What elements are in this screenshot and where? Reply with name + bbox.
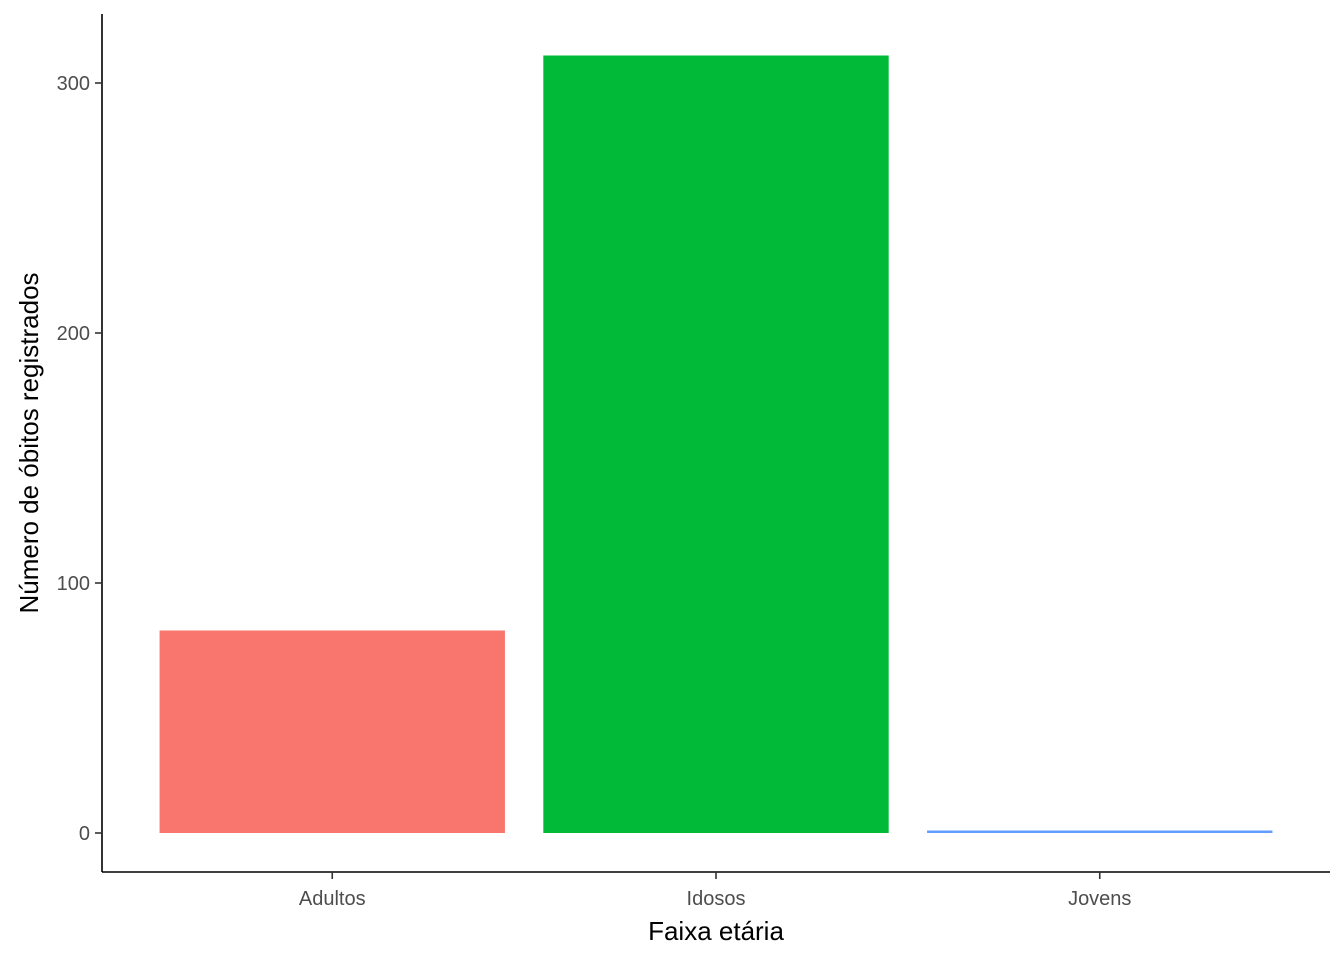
x-tick-label-idosos: Idosos	[687, 888, 746, 910]
bars-group	[159, 55, 1273, 833]
y-ticks-group: 0 100 200 300	[57, 73, 102, 845]
bar-adultos	[159, 630, 505, 833]
x-ticks-group: Adultos Idosos Jovens	[299, 872, 1131, 910]
y-tick-label: 100	[57, 573, 90, 595]
x-tick-label-jovens: Jovens	[1068, 888, 1131, 910]
bar-idosos	[543, 55, 889, 833]
bar-jovens	[927, 830, 1273, 833]
y-axis-title: Número de óbitos registrados	[14, 272, 44, 613]
y-tick-label: 0	[79, 823, 90, 845]
y-tick-label: 200	[57, 323, 90, 345]
x-tick-label-adultos: Adultos	[299, 888, 366, 910]
y-tick-label: 300	[57, 73, 90, 95]
x-axis-title: Faixa etária	[648, 916, 784, 946]
